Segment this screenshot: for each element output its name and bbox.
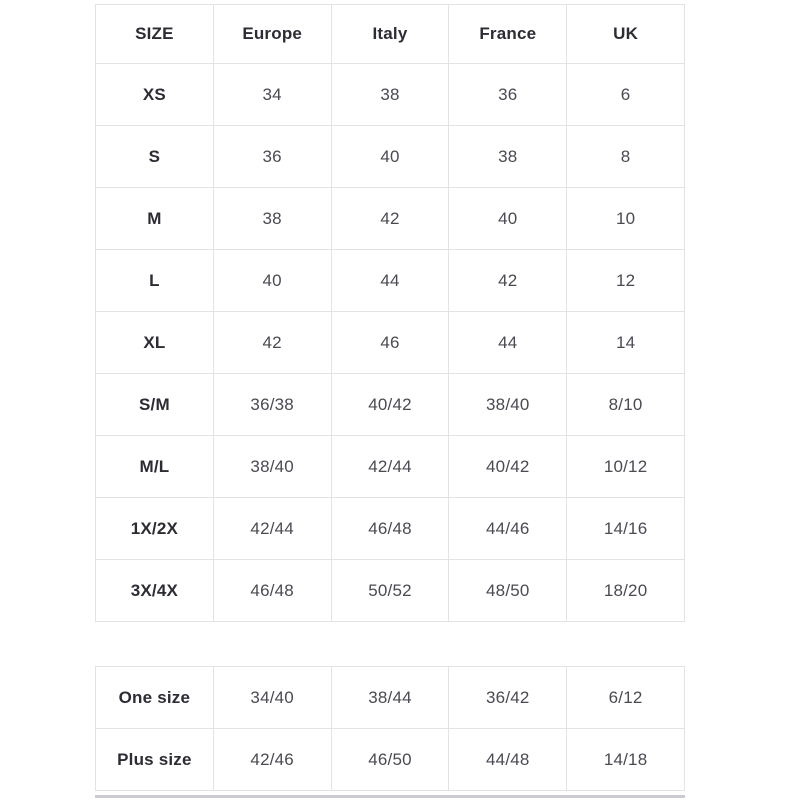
size-value-cell: 14/16 [566,497,685,560]
header-cell-france: France [448,4,568,64]
size-value-cell: 12 [566,249,685,312]
size-value-cell: 42 [448,249,568,312]
size-value-cell: 10 [566,187,685,250]
size-value-cell: 36/38 [212,373,332,436]
size-value-cell: 44/48 [448,728,568,791]
size-value-cell: 14 [566,311,685,374]
size-value-cell: 36 [212,125,332,188]
header-cell-uk: UK [566,4,685,64]
size-label-cell: M/L [95,435,214,498]
size-label-cell: M [95,187,214,250]
size-value-cell: 38 [330,63,450,126]
header-cell-europe: Europe [212,4,332,64]
special-size-table-wrap: One size 34/40 38/44 36/42 6/12 Plus siz… [95,666,685,791]
size-value-cell: 40 [448,187,568,250]
size-value-cell: 38 [212,187,332,250]
size-label-cell: 1X/2X [95,497,214,560]
size-value-cell: 40 [330,125,450,188]
size-value-cell: 36/42 [448,666,568,729]
size-value-cell: 42 [212,311,332,374]
table-row-ml: M/L 38/40 42/44 40/42 10/12 [95,435,685,498]
size-value-cell: 10/12 [566,435,685,498]
size-value-cell: 36 [448,63,568,126]
size-value-cell: 38 [448,125,568,188]
size-value-cell: 34 [212,63,332,126]
special-size-table: One size 34/40 38/44 36/42 6/12 Plus siz… [95,666,685,791]
size-value-cell: 44/46 [448,497,568,560]
size-label-cell: One size [95,666,214,729]
size-value-cell: 42/44 [212,497,332,560]
size-label-cell: S [95,125,214,188]
size-value-cell: 40/42 [330,373,450,436]
size-value-cell: 46/48 [330,497,450,560]
size-label-cell: 3X/4X [95,559,214,622]
table-header-row: SIZE Europe Italy France UK [95,4,685,64]
size-value-cell: 38/40 [448,373,568,436]
size-value-cell: 50/52 [330,559,450,622]
size-value-cell: 42/46 [212,728,332,791]
header-cell-italy: Italy [330,4,450,64]
size-value-cell: 38/44 [330,666,450,729]
size-conversion-table: SIZE Europe Italy France UK XS 34 38 36 … [95,4,685,622]
size-value-cell: 46/48 [212,559,332,622]
table-row-3x4x: 3X/4X 46/48 50/52 48/50 18/20 [95,559,685,622]
size-label-cell: XL [95,311,214,374]
size-value-cell: 44 [448,311,568,374]
table-row-sm: S/M 36/38 40/42 38/40 8/10 [95,373,685,436]
size-value-cell: 14/18 [566,728,685,791]
size-value-cell: 48/50 [448,559,568,622]
size-value-cell: 34/40 [212,666,332,729]
size-value-cell: 6/12 [566,666,685,729]
size-label-cell: S/M [95,373,214,436]
table-row-one-size: One size 34/40 38/44 36/42 6/12 [95,666,685,729]
main-size-table-wrap: SIZE Europe Italy France UK XS 34 38 36 … [95,4,685,622]
size-value-cell: 6 [566,63,685,126]
size-value-cell: 40/42 [448,435,568,498]
size-value-cell: 46/50 [330,728,450,791]
bottom-divider [95,795,685,798]
size-label-cell: L [95,249,214,312]
table-row-plus-size: Plus size 42/46 46/50 44/48 14/18 [95,728,685,791]
size-label-cell: XS [95,63,214,126]
size-value-cell: 46 [330,311,450,374]
size-value-cell: 40 [212,249,332,312]
header-cell-size: SIZE [95,4,214,64]
table-row-s: S 36 40 38 8 [95,125,685,188]
size-value-cell: 38/40 [212,435,332,498]
table-row-l: L 40 44 42 12 [95,249,685,312]
size-value-cell: 44 [330,249,450,312]
size-value-cell: 42 [330,187,450,250]
size-value-cell: 42/44 [330,435,450,498]
table-row-1x2x: 1X/2X 42/44 46/48 44/46 14/16 [95,497,685,560]
table-row-xs: XS 34 38 36 6 [95,63,685,126]
size-value-cell: 8 [566,125,685,188]
size-value-cell: 18/20 [566,559,685,622]
size-value-cell: 8/10 [566,373,685,436]
table-row-xl: XL 42 46 44 14 [95,311,685,374]
table-row-m: M 38 42 40 10 [95,187,685,250]
size-label-cell: Plus size [95,728,214,791]
